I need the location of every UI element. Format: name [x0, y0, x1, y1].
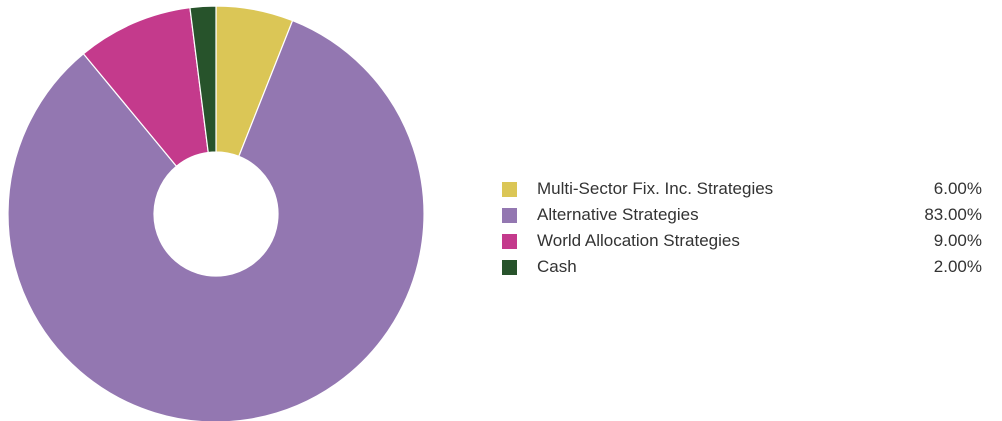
donut-slice — [7, 19, 425, 421]
legend-value: 6.00% — [933, 179, 982, 198]
legend-label: Multi-Sector Fix. Inc. Strategies — [537, 179, 774, 198]
legend-value: 2.00% — [933, 257, 982, 276]
legend-value: 83.00% — [924, 205, 982, 224]
legend-value: 9.00% — [933, 231, 982, 250]
legend-label: Cash — [537, 257, 577, 276]
legend-swatch — [502, 207, 517, 223]
legend-swatch — [502, 181, 517, 197]
legend-item: Cash 2.00% — [502, 254, 982, 280]
legend-item: Alternative Strategies 83.00% — [502, 202, 982, 228]
donut-chart — [7, 5, 425, 421]
legend-swatch — [502, 233, 517, 249]
chart-legend: Multi-Sector Fix. Inc. Strategies 6.00% … — [502, 176, 982, 280]
legend-item: World Allocation Strategies 9.00% — [502, 228, 982, 254]
legend-label: Alternative Strategies — [537, 205, 699, 224]
legend-label: World Allocation Strategies — [537, 231, 740, 250]
legend-item: Multi-Sector Fix. Inc. Strategies 6.00% — [502, 176, 982, 202]
donut-slice — [189, 5, 217, 154]
legend-swatch — [502, 259, 517, 275]
